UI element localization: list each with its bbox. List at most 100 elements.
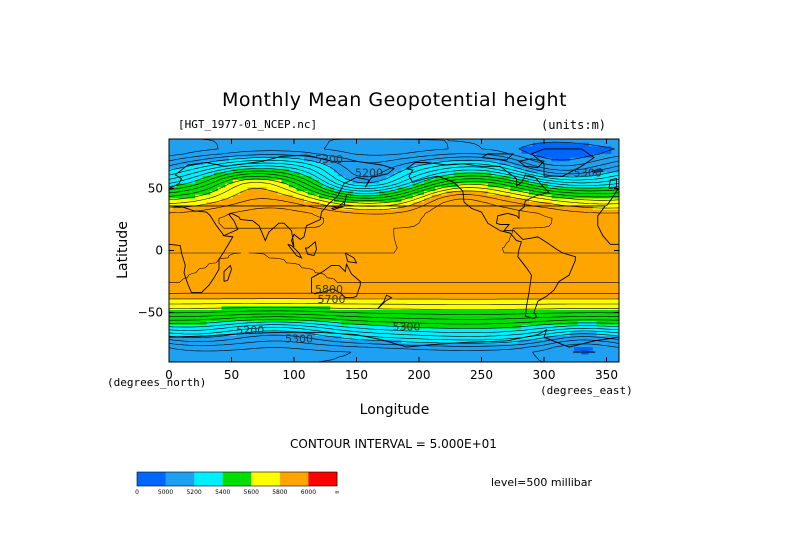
contour-line — [169, 176, 619, 315]
field-cell — [315, 332, 571, 337]
field-cell — [596, 332, 619, 337]
field-cell — [169, 161, 204, 166]
colorbar-swatch — [279, 472, 309, 486]
field-cell — [345, 176, 388, 181]
coastline — [481, 153, 514, 161]
field-cell — [300, 172, 339, 177]
field-cell — [491, 172, 545, 177]
field-cell — [169, 157, 230, 162]
coastline — [331, 194, 347, 211]
field-cell — [210, 191, 241, 196]
field-cell — [169, 280, 619, 285]
field-cell — [424, 179, 530, 185]
coastline — [608, 178, 617, 190]
contour-label: 5300 — [393, 320, 421, 333]
colorbar-label: 5400 — [215, 489, 230, 496]
field-cell — [330, 165, 414, 170]
field-cell — [435, 187, 511, 192]
contour-label: 5700 — [318, 293, 346, 306]
contour-label: 5200 — [236, 324, 264, 337]
coastlines — [169, 148, 619, 348]
colorbar-swatch — [251, 472, 281, 486]
field-cell — [169, 254, 619, 259]
field-cell — [296, 187, 335, 192]
field-cell — [169, 354, 619, 359]
field-cell — [169, 224, 619, 229]
contour-interval-text: CONTOUR INTERVAL = 5.000E+01 — [290, 437, 497, 451]
field-cell — [169, 142, 534, 148]
field-cell — [319, 194, 414, 200]
chart-title: Monthly Mean Geopotential height — [221, 89, 568, 111]
x-tick-label: 250 — [470, 368, 493, 382]
field-cell — [169, 176, 204, 181]
colorbar-swatch — [222, 472, 252, 486]
field-cell — [169, 220, 619, 226]
colorbar-label: 5200 — [186, 489, 201, 496]
contour-line — [518, 141, 615, 354]
field-cell — [232, 194, 294, 200]
field-cell — [401, 339, 519, 345]
x-axis-unit-note: (degrees_east) — [540, 384, 633, 397]
field-cell — [221, 198, 305, 203]
colorbar-label: 6000 — [301, 489, 316, 496]
x-tick-label: 100 — [283, 368, 306, 382]
field-cell — [379, 191, 425, 196]
field-cell — [334, 168, 403, 174]
y-tick-label: −50 — [138, 305, 163, 319]
coastline — [591, 168, 604, 173]
field-cell — [169, 324, 403, 330]
contour-line — [169, 188, 619, 300]
field-cell — [544, 172, 601, 177]
field-cell — [169, 350, 583, 356]
field-cell — [401, 324, 523, 330]
field-cell — [401, 198, 425, 203]
colorbar-frame — [136, 471, 338, 487]
field-cell — [169, 231, 619, 237]
field-cell — [217, 187, 249, 192]
field-cell — [431, 194, 511, 200]
coastline — [344, 252, 358, 264]
coastline — [517, 158, 545, 168]
colorbar-label: 5600 — [244, 489, 259, 496]
field-cell — [169, 179, 196, 185]
field-cell — [532, 142, 590, 148]
contour-label: 5300 — [574, 167, 602, 180]
field-cell — [169, 283, 619, 289]
field-cell — [169, 246, 619, 252]
field-cell — [169, 139, 619, 144]
field-cell — [592, 153, 619, 159]
units-label: (units:m) — [541, 118, 607, 132]
field-cell — [446, 191, 489, 196]
field-cell — [311, 176, 346, 181]
field-cell — [202, 161, 324, 166]
field-cell — [435, 176, 511, 181]
field-cell — [176, 183, 226, 188]
field-cell — [184, 165, 331, 170]
field-cell — [206, 202, 320, 207]
field-cell — [169, 302, 619, 307]
field-cell — [292, 194, 320, 200]
coastline — [377, 294, 393, 310]
contour-label: 5300 — [315, 153, 343, 166]
field-cell — [412, 202, 553, 207]
field-cell — [577, 321, 598, 326]
field-cell — [487, 191, 530, 196]
field-cell — [169, 343, 619, 348]
field-cell — [169, 339, 403, 345]
field-cell — [240, 191, 279, 196]
field-cell — [307, 191, 354, 196]
contour-line — [169, 170, 619, 325]
field-cell — [169, 198, 223, 203]
field-cell — [574, 347, 594, 352]
colorbar-swatch — [308, 472, 338, 486]
contour-label: 5300 — [285, 333, 313, 346]
field-cell — [169, 313, 619, 318]
coastline — [169, 205, 619, 245]
field-cell — [319, 202, 414, 207]
field-cell — [169, 265, 619, 270]
contour-line — [169, 168, 619, 329]
contour-line — [169, 165, 619, 333]
coastline — [606, 188, 619, 207]
field-cell — [352, 191, 380, 196]
